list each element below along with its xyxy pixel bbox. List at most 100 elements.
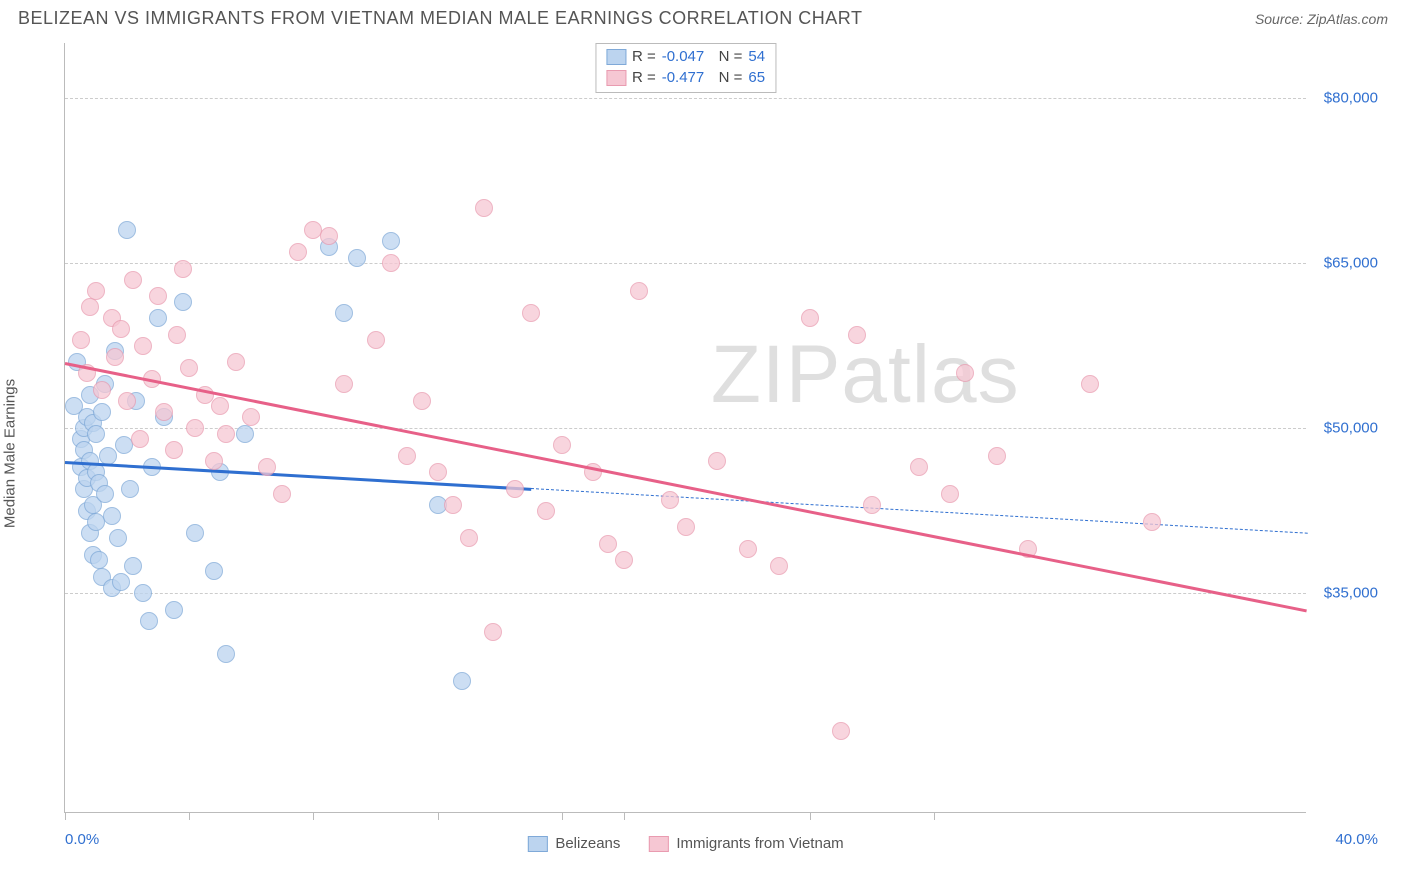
data-point (537, 502, 555, 520)
data-point (180, 359, 198, 377)
data-point (205, 562, 223, 580)
data-point (112, 320, 130, 338)
x-axis-high-label: 40.0% (1335, 831, 1378, 848)
legend-swatch (648, 836, 668, 852)
data-point (289, 243, 307, 261)
data-point (413, 392, 431, 410)
chart-title: BELIZEAN VS IMMIGRANTS FROM VIETNAM MEDI… (18, 8, 862, 29)
legend-label: Immigrants from Vietnam (676, 835, 843, 852)
data-point (134, 337, 152, 355)
data-point (165, 441, 183, 459)
data-point (398, 447, 416, 465)
data-point (444, 496, 462, 514)
legend-item: Belizeans (527, 835, 620, 852)
data-point (801, 309, 819, 327)
x-tick (65, 812, 66, 820)
data-point (134, 584, 152, 602)
source-label: Source: ZipAtlas.com (1255, 11, 1388, 27)
data-point (72, 331, 90, 349)
data-point (475, 199, 493, 217)
data-point (217, 645, 235, 663)
data-point (453, 672, 471, 690)
plot-area: ZIPatlas$35,000$50,000$65,000$80,0000.0%… (64, 43, 1306, 813)
data-point (615, 551, 633, 569)
data-point (848, 326, 866, 344)
data-point (832, 722, 850, 740)
data-point (124, 271, 142, 289)
data-point (186, 524, 204, 542)
x-tick (562, 812, 563, 820)
data-point (87, 282, 105, 300)
data-point (553, 436, 571, 454)
x-tick (189, 812, 190, 820)
stat-r-value: -0.047 (662, 48, 705, 65)
data-point (506, 480, 524, 498)
y-tick-label: $50,000 (1324, 420, 1378, 437)
y-tick-label: $65,000 (1324, 255, 1378, 272)
data-point (910, 458, 928, 476)
trend-line (65, 362, 1308, 612)
data-point (109, 529, 127, 547)
data-point (630, 282, 648, 300)
data-point (90, 551, 108, 569)
x-axis-low-label: 0.0% (65, 831, 99, 848)
data-point (956, 364, 974, 382)
data-point (87, 425, 105, 443)
data-point (460, 529, 478, 547)
trend-line (531, 488, 1307, 534)
data-point (770, 557, 788, 575)
data-point (93, 403, 111, 421)
stat-r-value: -0.477 (662, 69, 705, 86)
data-point (174, 260, 192, 278)
data-point (258, 458, 276, 476)
data-point (382, 254, 400, 272)
data-point (149, 309, 167, 327)
data-point (168, 326, 186, 344)
data-point (367, 331, 385, 349)
stat-row: R = -0.047 N = 54 (606, 46, 765, 67)
chart-container: Median Male Earnings ZIPatlas$35,000$50,… (18, 35, 1388, 855)
grid-line (65, 593, 1306, 594)
data-point (93, 381, 111, 399)
data-point (106, 348, 124, 366)
data-point (205, 452, 223, 470)
data-point (484, 623, 502, 641)
bottom-legend: Belizeans Immigrants from Vietnam (527, 835, 843, 852)
data-point (661, 491, 679, 509)
data-point (118, 221, 136, 239)
stat-n-value: 54 (748, 48, 765, 65)
data-point (227, 353, 245, 371)
data-point (1143, 513, 1161, 531)
x-tick (313, 812, 314, 820)
legend-item: Immigrants from Vietnam (648, 835, 843, 852)
data-point (273, 485, 291, 503)
data-point (320, 227, 338, 245)
data-point (708, 452, 726, 470)
data-point (155, 403, 173, 421)
data-point (348, 249, 366, 267)
stat-row: R = -0.477 N = 65 (606, 67, 765, 88)
x-tick (810, 812, 811, 820)
data-point (81, 298, 99, 316)
stat-r-label: R = (632, 69, 656, 86)
stat-r-label: R = (632, 48, 656, 65)
data-point (599, 535, 617, 553)
grid-line (65, 98, 1306, 99)
stat-n-value: 65 (748, 69, 765, 86)
data-point (242, 408, 260, 426)
data-point (941, 485, 959, 503)
data-point (382, 232, 400, 250)
data-point (165, 601, 183, 619)
x-tick (624, 812, 625, 820)
x-tick (934, 812, 935, 820)
data-point (96, 485, 114, 503)
y-axis-label: Median Male Earnings (2, 379, 19, 528)
data-point (149, 287, 167, 305)
stat-n-label: N = (710, 69, 742, 86)
data-point (739, 540, 757, 558)
data-point (217, 425, 235, 443)
data-point (174, 293, 192, 311)
legend-swatch (606, 49, 626, 65)
data-point (335, 375, 353, 393)
x-tick (438, 812, 439, 820)
